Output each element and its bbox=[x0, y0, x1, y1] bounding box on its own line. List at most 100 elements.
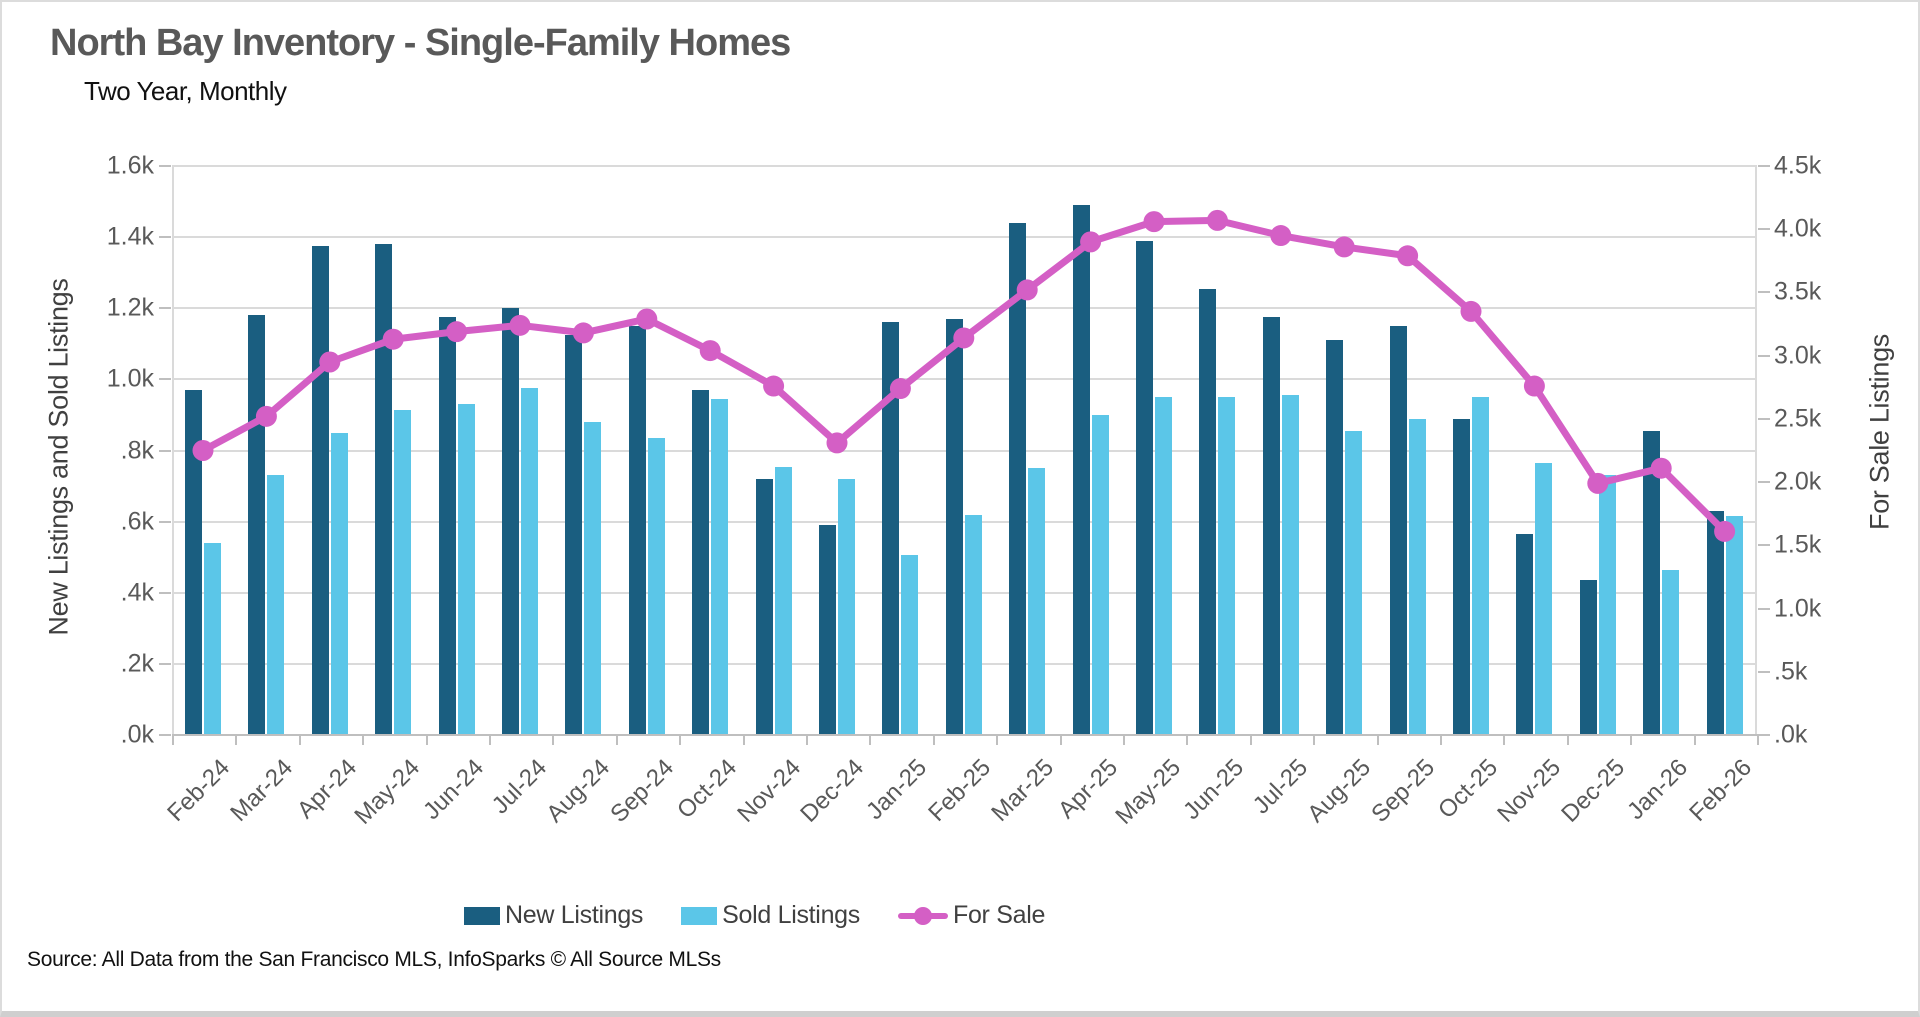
legend-label-sold-listings: Sold Listings bbox=[722, 901, 860, 929]
x-axis-tick bbox=[235, 736, 238, 745]
left-axis-tick-label: 1.6k bbox=[106, 151, 154, 180]
x-axis-tick bbox=[615, 736, 618, 745]
right-axis-tick-label: 1.0k bbox=[1774, 594, 1822, 623]
left-axis-tick bbox=[159, 734, 171, 736]
x-axis-line bbox=[172, 734, 1759, 736]
for-sale-line-swatch bbox=[897, 906, 948, 926]
x-axis-month-label: Apr-25 bbox=[1052, 754, 1123, 825]
bar-new-listings bbox=[945, 318, 963, 735]
right-axis-tick-label: .5k bbox=[1774, 657, 1808, 686]
right-axis-tick bbox=[1758, 670, 1770, 673]
right-axis-tick bbox=[1758, 607, 1770, 610]
legend-item-new-listings: New Listings bbox=[464, 901, 643, 930]
x-axis-tick bbox=[1440, 736, 1442, 745]
chart-title: North Bay Inventory - Single-Family Home… bbox=[50, 22, 791, 64]
bar-sold-listings bbox=[1408, 418, 1426, 735]
gridline bbox=[172, 449, 1757, 452]
legend-label-new-listings: New Listings bbox=[505, 901, 644, 929]
bar-new-listings bbox=[1136, 240, 1153, 735]
bar-sold-listings bbox=[1725, 516, 1743, 735]
bar-sold-listings bbox=[1535, 462, 1553, 735]
bar-new-listings bbox=[1009, 222, 1027, 735]
for-sale-line-path bbox=[201, 216, 1728, 534]
bar-new-listings bbox=[882, 322, 900, 735]
x-axis-month-label: Feb-24 bbox=[162, 754, 236, 827]
right-axis-tick-label: 3.0k bbox=[1774, 341, 1822, 370]
x-axis-tick bbox=[1503, 736, 1506, 745]
gridline bbox=[172, 662, 1757, 665]
x-axis-tick bbox=[932, 736, 935, 745]
right-axis-tick bbox=[1758, 291, 1770, 294]
x-axis-tick bbox=[1376, 736, 1379, 745]
bar-sold-listings bbox=[1472, 397, 1489, 735]
x-axis-month-label: Oct-25 bbox=[1433, 754, 1504, 825]
left-axis-tick bbox=[159, 449, 171, 452]
bar-sold-listings bbox=[1598, 475, 1616, 735]
left-axis-tick bbox=[159, 307, 171, 310]
x-axis-tick bbox=[1757, 736, 1759, 745]
left-axis-tick-label: 1.4k bbox=[106, 222, 154, 251]
for-sale-point bbox=[1397, 245, 1419, 267]
right-axis-tick-label: .0k bbox=[1774, 720, 1808, 749]
bar-new-listings bbox=[502, 308, 519, 735]
for-sale-point bbox=[319, 351, 341, 373]
for-sale-point bbox=[1523, 375, 1545, 397]
legend: New Listings Sold Listings For Sale bbox=[464, 901, 1045, 930]
legend-item-for-sale: For Sale bbox=[897, 901, 1045, 930]
x-axis-tick bbox=[1313, 736, 1316, 745]
gridline bbox=[172, 591, 1757, 594]
bar-new-listings bbox=[438, 317, 456, 735]
bar-sold-listings bbox=[1218, 397, 1236, 735]
source-attribution: Source: All Data from the San Francisco … bbox=[27, 948, 721, 971]
bar-sold-listings bbox=[838, 478, 855, 735]
for-sale-point bbox=[509, 314, 531, 336]
bar-new-listings bbox=[1326, 340, 1344, 735]
bar-sold-listings bbox=[1028, 468, 1046, 735]
x-axis-month-label: Dec-24 bbox=[795, 754, 870, 828]
bar-sold-listings bbox=[330, 432, 348, 735]
bar-sold-listings bbox=[1155, 397, 1172, 735]
for-sale-point bbox=[763, 375, 785, 397]
for-sale-point bbox=[1080, 231, 1102, 253]
x-axis-tick bbox=[742, 736, 745, 745]
right-axis-tick bbox=[1758, 165, 1770, 167]
x-axis-tick bbox=[869, 736, 872, 745]
for-sale-point bbox=[382, 328, 404, 350]
x-axis-month-label: Mar-25 bbox=[986, 754, 1060, 827]
right-axis-tick bbox=[1758, 544, 1770, 547]
left-axis-tick bbox=[159, 236, 171, 239]
for-sale-point bbox=[889, 378, 911, 400]
for-sale-point bbox=[192, 440, 214, 461]
x-axis-month-label: Aug-24 bbox=[541, 754, 616, 828]
bar-new-listings bbox=[1643, 430, 1661, 735]
bar-new-listings bbox=[565, 334, 583, 735]
x-axis-month-label: Nov-24 bbox=[731, 754, 806, 828]
bar-new-listings bbox=[185, 390, 202, 735]
bar-sold-listings bbox=[1662, 569, 1680, 735]
left-axis-spine bbox=[172, 166, 174, 735]
bar-sold-listings bbox=[204, 542, 221, 735]
x-axis-tick bbox=[1123, 736, 1125, 745]
for-sale-point bbox=[826, 432, 848, 454]
for-sale-point bbox=[572, 322, 594, 344]
legend-item-sold-listings: Sold Listings bbox=[681, 901, 860, 930]
left-axis-tick-label: .0k bbox=[120, 720, 154, 749]
bar-new-listings bbox=[755, 478, 773, 735]
x-axis-month-label: Dec-25 bbox=[1556, 754, 1630, 828]
for-sale-point bbox=[1460, 300, 1482, 322]
for-sale-point bbox=[636, 308, 658, 330]
left-axis-tick-label: .4k bbox=[120, 578, 154, 607]
x-axis-month-label: Feb-25 bbox=[923, 754, 996, 827]
left-axis-tick-label: .8k bbox=[120, 436, 154, 464]
left-axis-tick bbox=[159, 378, 171, 381]
right-axis-tick bbox=[1758, 228, 1770, 231]
right-axis-tick-label: 4.5k bbox=[1774, 151, 1822, 180]
x-axis-tick bbox=[806, 736, 808, 745]
gridline bbox=[172, 307, 1757, 310]
right-axis-tick-label: 2.0k bbox=[1774, 467, 1822, 496]
left-axis-tick bbox=[159, 520, 171, 523]
bar-new-listings bbox=[1516, 534, 1534, 735]
x-axis-month-label: Jun-25 bbox=[1178, 754, 1250, 825]
bar-new-listings bbox=[692, 390, 710, 735]
for-sale-point bbox=[699, 340, 721, 362]
